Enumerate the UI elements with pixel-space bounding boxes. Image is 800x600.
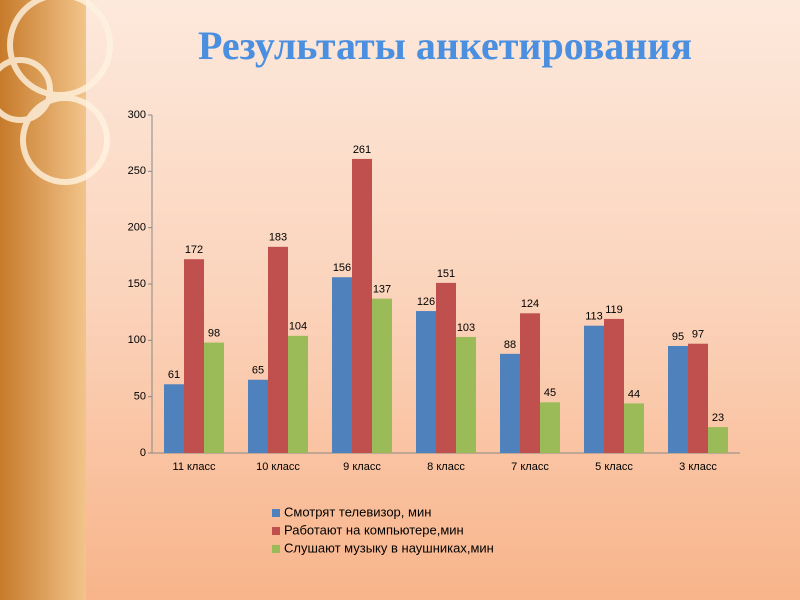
- legend-swatch: [272, 545, 280, 553]
- value-label: 137: [373, 284, 391, 296]
- y-tick-label: 250: [128, 165, 146, 177]
- bar: [184, 259, 204, 453]
- bar: [352, 158, 372, 453]
- x-tick-label: 7 класс: [511, 461, 549, 473]
- value-label: 119: [605, 304, 623, 316]
- value-label: 61: [168, 369, 180, 381]
- value-label: 183: [269, 232, 287, 244]
- legend-swatch: [272, 509, 280, 517]
- bar: [540, 402, 560, 453]
- y-tick-label: 0: [140, 447, 146, 459]
- value-label: 124: [521, 298, 539, 310]
- legend-swatch: [272, 527, 280, 535]
- bar: [416, 311, 436, 453]
- value-label: 23: [712, 412, 724, 424]
- value-label: 151: [437, 268, 455, 280]
- bar: [248, 379, 268, 453]
- value-label: 172: [185, 244, 203, 256]
- bar: [604, 318, 624, 453]
- x-tick-label: 11 класс: [173, 461, 216, 473]
- value-label: 97: [692, 329, 704, 341]
- y-tick-label: 200: [128, 222, 146, 234]
- value-label: 156: [333, 262, 351, 274]
- value-label: 65: [252, 365, 264, 377]
- bar: [456, 336, 476, 453]
- y-tick-label: 50: [134, 391, 146, 403]
- value-label: 261: [353, 144, 371, 156]
- y-tick-label: 150: [128, 278, 146, 290]
- bar: [164, 384, 184, 453]
- bar: [204, 342, 224, 453]
- value-label: 98: [208, 327, 220, 339]
- chart: 0 50 100 150 200 250 300 11 класс 61 172 98 10 клас…: [128, 109, 740, 555]
- decoration: [0, 0, 113, 185]
- value-label: 113: [585, 311, 603, 323]
- bar: [372, 298, 392, 453]
- value-label: 104: [289, 321, 307, 333]
- y-tick-label: 100: [128, 334, 146, 346]
- value-label: 95: [672, 331, 684, 343]
- bar: [332, 277, 352, 453]
- bar: [668, 345, 688, 453]
- x-tick-label: 9 класс: [343, 461, 381, 473]
- value-label: 45: [544, 387, 556, 399]
- value-label: 126: [417, 296, 435, 308]
- bar: [584, 325, 604, 453]
- value-label: 44: [628, 388, 640, 400]
- bar: [708, 427, 728, 453]
- bar: [500, 353, 520, 453]
- legend-label: Слушают музыку в наушниках,мин: [284, 540, 494, 555]
- x-tick-label: 10 класс: [256, 461, 300, 473]
- bar: [268, 246, 288, 453]
- chart-title: Результаты анкетирования: [198, 23, 692, 68]
- x-tick-label: 5 класс: [595, 461, 633, 473]
- bar: [436, 282, 456, 453]
- x-tick-label: 3 класс: [679, 461, 717, 473]
- bar: [624, 403, 644, 453]
- y-tick-label: 300: [128, 109, 146, 121]
- legend-label: Работают на компьютере,мин: [284, 522, 464, 537]
- legend-label: Смотрят телевизор, мин: [284, 504, 431, 519]
- bar: [520, 313, 540, 453]
- value-label: 88: [504, 339, 516, 351]
- x-tick-label: 8 класс: [427, 461, 465, 473]
- bar: [288, 335, 308, 453]
- bar: [688, 343, 708, 453]
- value-label: 103: [457, 322, 475, 334]
